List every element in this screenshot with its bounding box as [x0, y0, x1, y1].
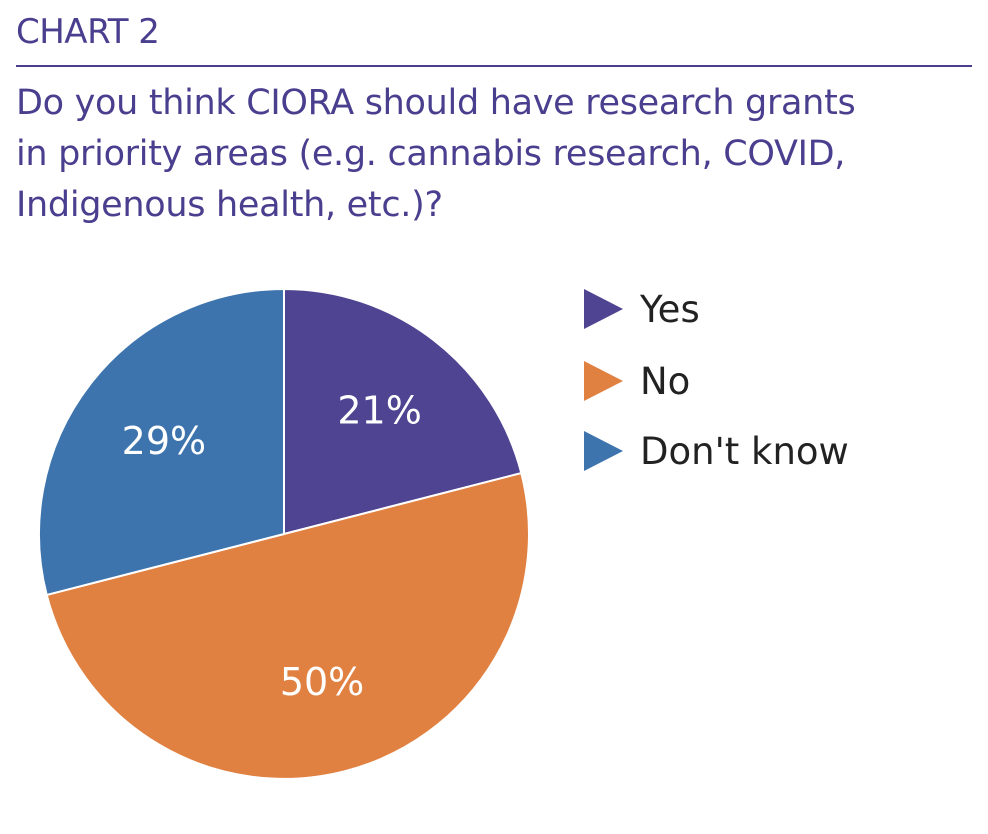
legend-marker-no [584, 361, 623, 401]
header-divider [16, 65, 972, 67]
legend-item-dont-know: Don't know [584, 426, 849, 476]
legend-label-dont-know: Don't know [640, 429, 849, 473]
chart-number: CHART 2 [16, 12, 160, 52]
legend-item-yes: Yes [584, 284, 700, 334]
data-label-don-t-know: 29% [122, 419, 206, 463]
legend-label-yes: Yes [640, 287, 700, 331]
chart-question: Do you think CIORA should have research … [16, 78, 966, 231]
pie-slice-no [45, 472, 530, 780]
legend-marker-dont-know [584, 431, 623, 471]
data-label-yes: 21% [337, 389, 421, 433]
pie-slice-yes [283, 288, 523, 535]
data-label-no: 50% [280, 660, 364, 704]
question-line-3: Indigenous health, etc.)? [16, 185, 443, 225]
legend-item-no: No [584, 356, 690, 406]
question-line-1: Do you think CIORA should have research … [16, 83, 856, 123]
pie-slice-don-t-know [38, 288, 285, 596]
legend-marker-yes [584, 289, 623, 329]
legend-label-no: No [640, 359, 691, 403]
question-line-2: in priority areas (e.g. cannabis researc… [16, 134, 846, 174]
